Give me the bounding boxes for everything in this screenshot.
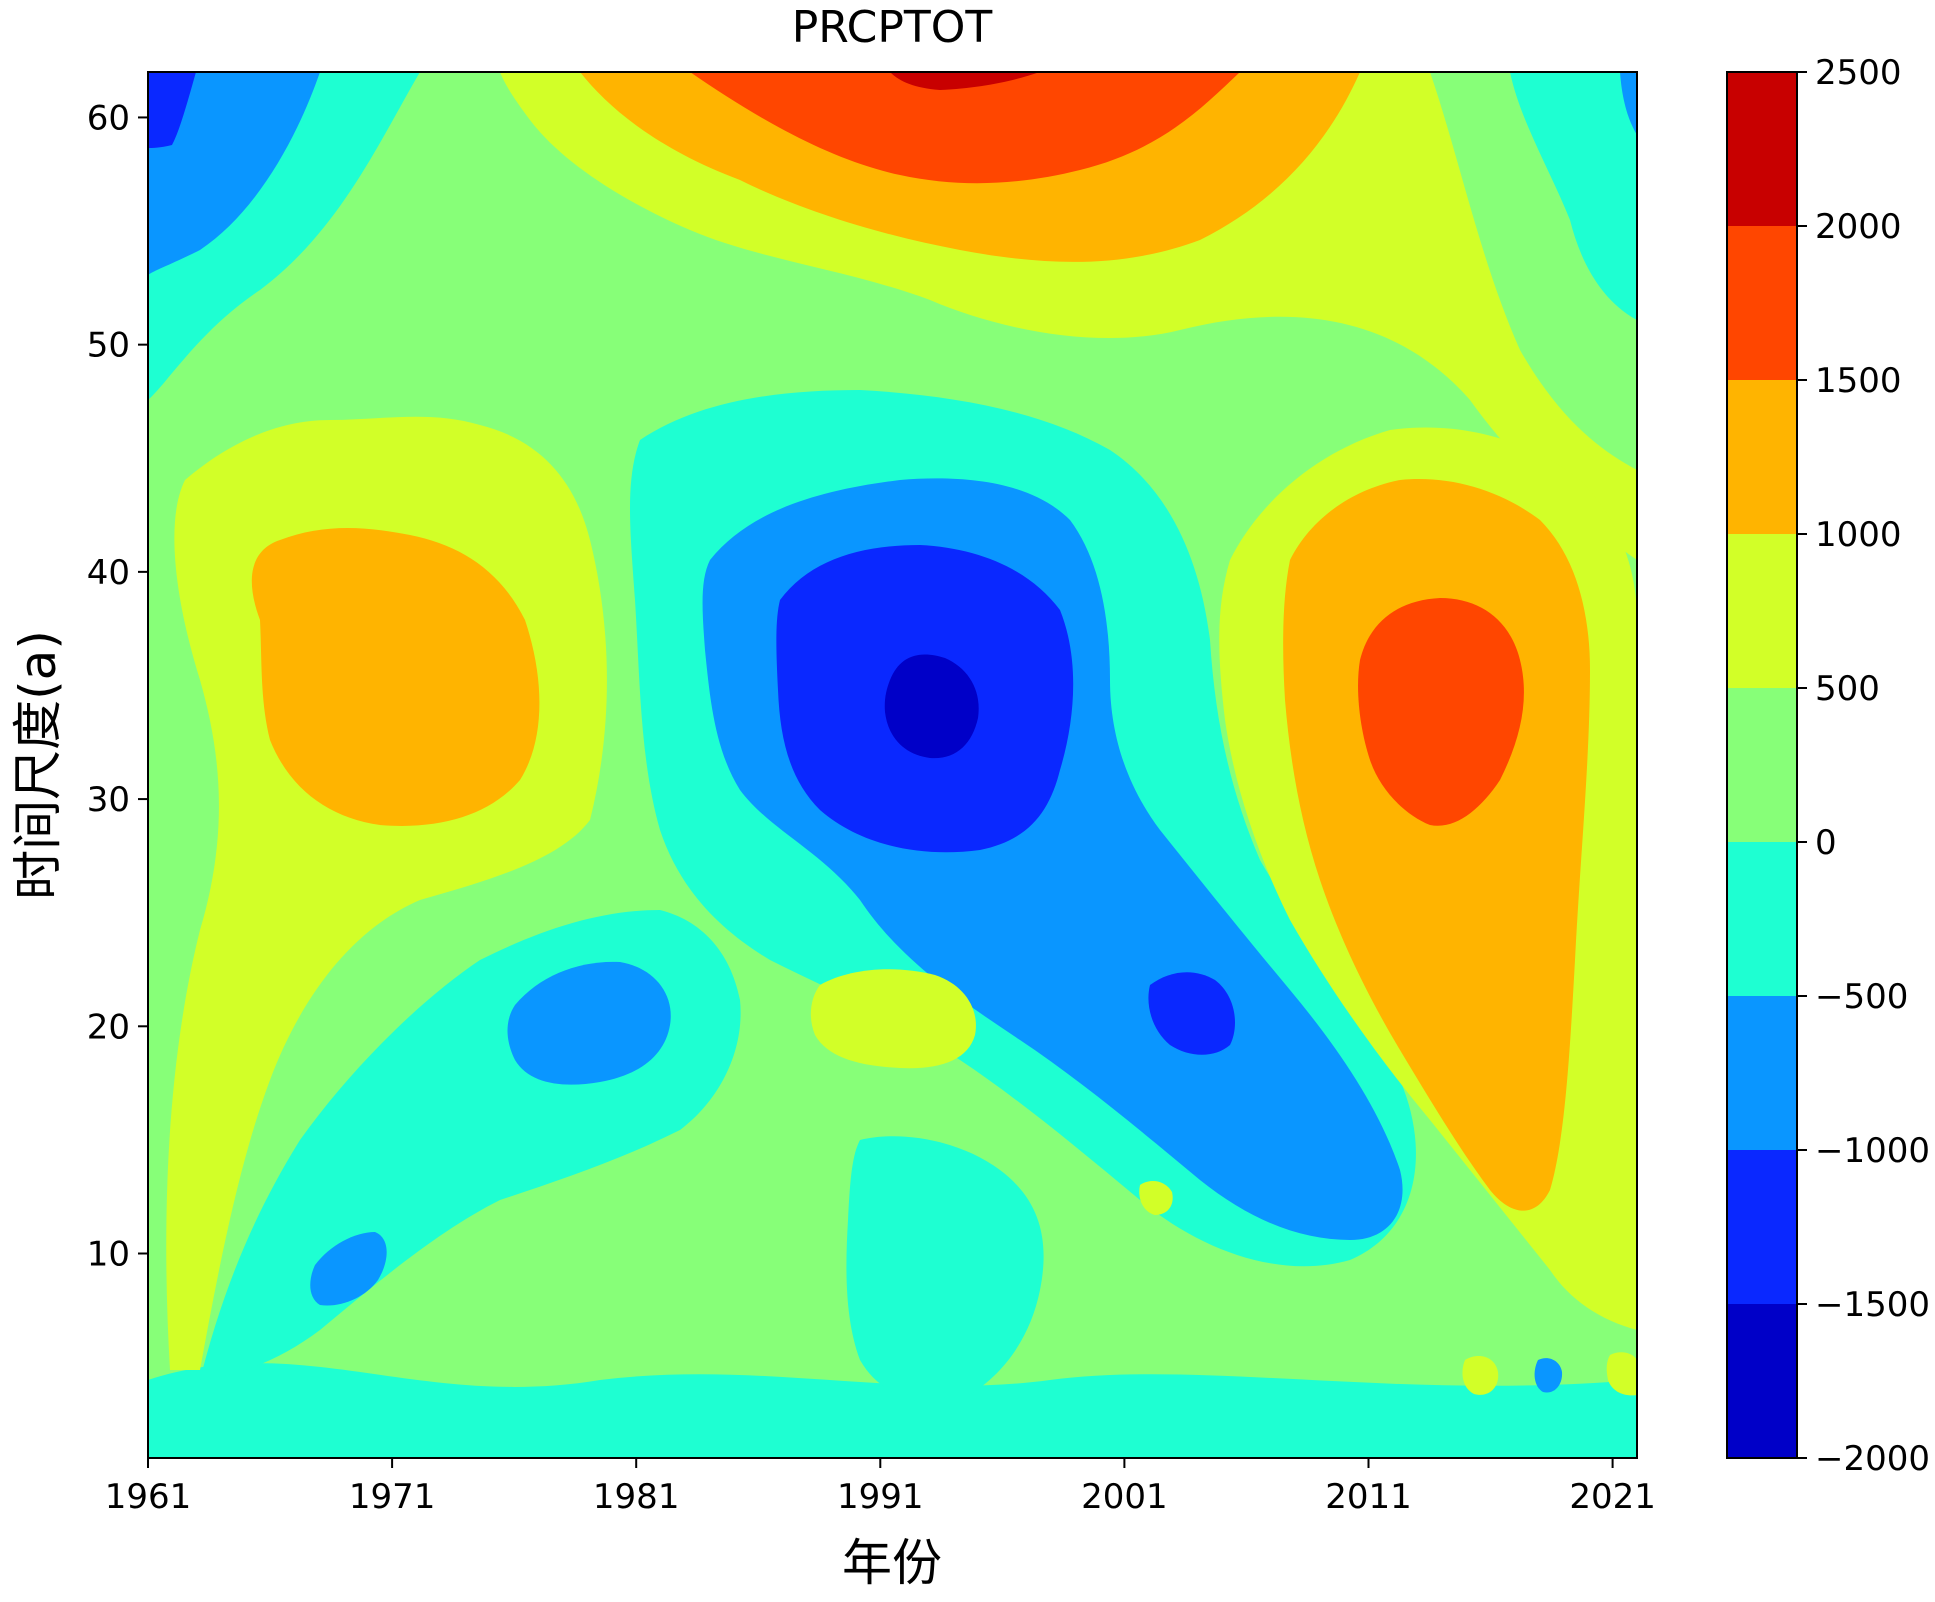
colorbar-tick-label: 2500	[1815, 53, 1902, 93]
colorbar-bin	[1727, 1150, 1797, 1305]
contour-blue-1969	[310, 1232, 387, 1306]
x-tick-label: 1991	[837, 1477, 924, 1517]
y-axis: 10 20 30 40 50 60	[87, 98, 148, 1275]
x-axis: 1961 1971 1981 1991 2001 2011 2021	[105, 1458, 1656, 1517]
contour-blue-top-right	[1620, 72, 1637, 135]
x-tick-label: 1971	[349, 1477, 436, 1517]
colorbar-tick-label: 1500	[1815, 361, 1902, 401]
y-tick-label: 10	[87, 1235, 130, 1275]
y-tick-label: 30	[87, 780, 130, 820]
colorbar-bin	[1727, 688, 1797, 843]
colorbar-tick-label: 1000	[1815, 515, 1902, 555]
contour-deepblue-top-left	[148, 72, 196, 148]
y-tick-label: 20	[87, 1007, 130, 1047]
contour-cyan-top-right	[1510, 72, 1637, 320]
plot-frame	[147, 71, 1638, 1459]
colorbar-tick-label: −1500	[1815, 1285, 1930, 1325]
colorbar: 2500 2000 1500 1000 500 0 −500 −1000 −1500 −2000	[1726, 53, 1930, 1479]
contour-darkred-top	[890, 72, 1040, 90]
colorbar-tick-label: −500	[1815, 977, 1908, 1017]
contour-deepblue-2004	[1148, 972, 1235, 1055]
chart-title: PRCPTOT	[792, 2, 993, 53]
contour-yellow-speck-c	[1606, 1352, 1637, 1396]
contour-cyan-bottom-center	[846, 1136, 1044, 1404]
contour-blue-top-left	[148, 72, 320, 275]
contour-yellow-1990	[810, 969, 976, 1069]
x-tick-label: 2001	[1081, 1477, 1168, 1517]
colorbar-bin	[1727, 1304, 1797, 1459]
colorbar-bin	[1727, 996, 1797, 1151]
contour-yellow-speck-a	[1139, 1180, 1173, 1215]
contour-red-right	[1358, 598, 1524, 826]
colorbar-tick-label: −2000	[1815, 1439, 1930, 1479]
y-tick-label: 50	[87, 326, 130, 366]
colorbar-tick-label: −1000	[1815, 1131, 1930, 1171]
y-tick-label: 40	[87, 553, 130, 593]
colorbar-bin	[1727, 842, 1797, 997]
x-tick-label: 2011	[1325, 1477, 1412, 1517]
y-tick-label: 60	[87, 98, 130, 138]
colorbar-bin	[1727, 534, 1797, 689]
contour-cyan-bottom	[148, 1363, 1637, 1458]
contour-orange-left	[251, 528, 540, 826]
contour-blue-speck-d	[1534, 1358, 1563, 1393]
contour-yellow-speck-b	[1462, 1356, 1499, 1395]
x-tick-label: 1981	[593, 1477, 680, 1517]
colorbar-bin	[1727, 72, 1797, 227]
contour-blue-1979	[507, 961, 671, 1085]
colorbar-bin	[1727, 226, 1797, 381]
colorbar-tick-label: 500	[1815, 669, 1880, 709]
contour-darkestblue-center	[884, 654, 979, 759]
x-axis-label: 年份	[842, 1534, 942, 1592]
colorbar-tick-label: 0	[1815, 823, 1837, 863]
x-tick-label: 2021	[1569, 1477, 1656, 1517]
x-tick-label: 1961	[105, 1477, 192, 1517]
colorbar-bin	[1727, 380, 1797, 535]
colorbar-frame	[1726, 71, 1798, 1459]
contour-red-top	[690, 72, 1240, 184]
contour-field	[148, 72, 1637, 1458]
colorbar-tick-label: 2000	[1815, 207, 1902, 247]
y-axis-label: 时间尺度(a)	[9, 630, 67, 900]
